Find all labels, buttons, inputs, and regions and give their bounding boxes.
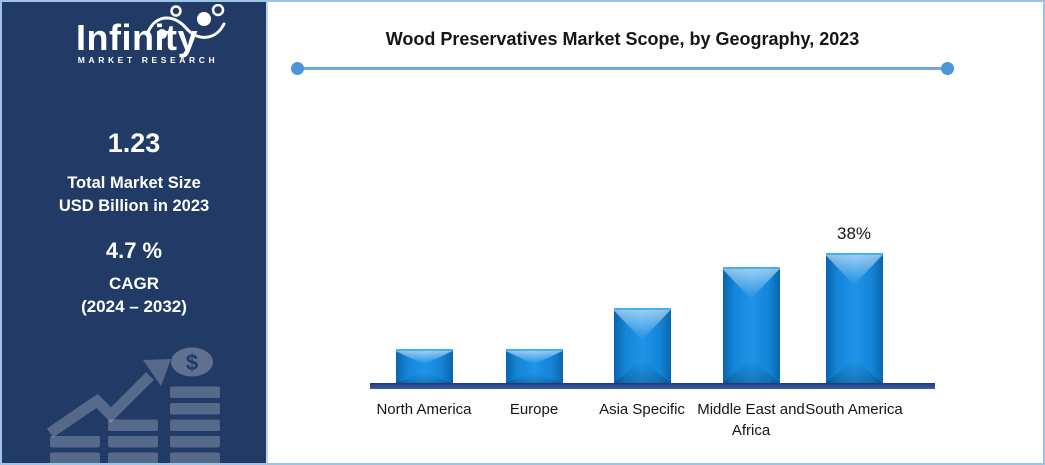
chart-title: Wood Preservatives Market Scope, by Geog… (385, 29, 860, 49)
bar-group (478, 320, 590, 383)
bar (395, 349, 453, 383)
divider-dot-right (941, 62, 954, 75)
market-size-label-line2: USD Billion in 2023 (58, 197, 210, 215)
dollar-sign: $ (186, 350, 198, 375)
market-size-label-line1: Total Market Size (67, 174, 201, 192)
bar (613, 308, 671, 383)
logo-wordmark-wrap: Infinity MARKET RESEARCH (50, 4, 226, 65)
coin-stack-bars-icon (50, 386, 220, 463)
cagr-value: 4.7 % (105, 238, 163, 263)
cagr-label: CAGR (108, 274, 160, 293)
bar (825, 253, 883, 383)
bar-group: 38% (798, 224, 910, 383)
infinity-loop-icon (146, 4, 226, 39)
logo-wordmark: Infinity (76, 17, 198, 58)
title-divider-line (297, 67, 948, 70)
bar-group (695, 238, 807, 383)
category-label: Europe (509, 401, 559, 418)
dollar-coin-icon: $ (171, 347, 213, 377)
bar (722, 267, 780, 383)
logo: Infinity MARKET RESEARCH (2, 4, 266, 68)
chart-panel: Wood Preservatives Market Scope, by Geog… (270, 2, 1043, 463)
bar-group (586, 279, 698, 383)
bar-value-label: 38% (836, 224, 872, 243)
x-axis-line (370, 383, 935, 389)
market-size-label: Total Market Size USD Billion in 2023 (2, 172, 266, 218)
divider-dot-left (291, 62, 304, 75)
plot-area: North America Europe Asia Specific Middle E… (270, 2, 1043, 463)
sidebar: Infinity MARKET RESEARCH 1.23 Total Mark… (2, 2, 268, 463)
growth-arrow-icon (46, 359, 171, 438)
bar (505, 349, 563, 383)
cagr-period: (2024 – 2032) (81, 297, 187, 316)
logo-subtitle: MARKET RESEARCH (77, 54, 219, 65)
category-label: Middle East and Africa (697, 401, 805, 439)
bar-group (368, 320, 480, 383)
category-label: South America (805, 401, 903, 418)
category-label: Asia Specific (599, 401, 685, 418)
category-label: North America (376, 401, 472, 418)
market-size-value: 1.23 (107, 128, 161, 158)
growth-graphic: $ (46, 347, 220, 463)
